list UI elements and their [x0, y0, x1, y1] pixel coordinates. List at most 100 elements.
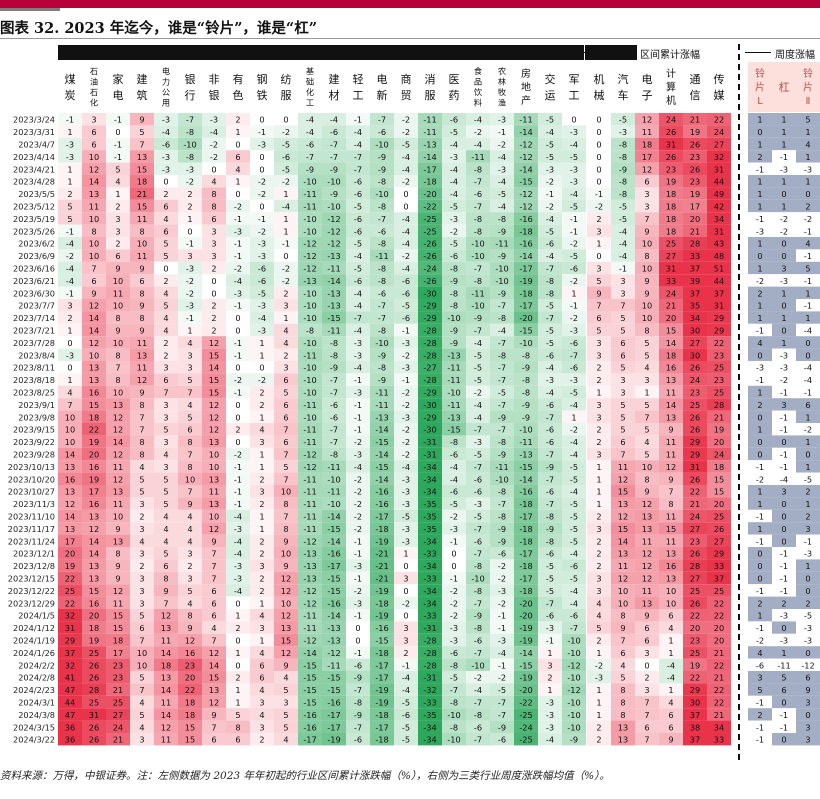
cell-value: 12	[89, 301, 99, 311]
cell-value: -6	[546, 425, 554, 435]
cell-value: 7	[91, 263, 96, 273]
heat-cell	[274, 162, 298, 175]
title-rule	[0, 38, 820, 39]
heat-cell	[154, 423, 178, 436]
heat-cell	[370, 249, 394, 262]
cell-value: 18	[666, 189, 676, 199]
heat-cell	[202, 113, 226, 126]
heat-cell	[154, 683, 178, 696]
cell-value: -1	[570, 226, 578, 236]
cell-value: 5	[163, 487, 168, 497]
cell-value: -4	[402, 673, 410, 683]
column-header: 机械	[594, 72, 605, 102]
heat-cell	[611, 113, 635, 126]
heat-cell	[130, 361, 154, 374]
cell-value: 16	[185, 648, 195, 658]
heat-cell	[154, 658, 178, 671]
cell-value: -15	[519, 462, 532, 472]
heat-cell	[442, 720, 466, 733]
heat-cell	[370, 522, 394, 535]
heat-cell	[202, 460, 226, 473]
cell-value: 0	[403, 201, 408, 211]
cell-value: 0	[757, 561, 762, 571]
date-label: 2023/12/22	[8, 586, 55, 596]
cell-value: 8	[163, 573, 168, 583]
cell-value: 8	[644, 251, 649, 261]
cell-value: 0	[596, 127, 601, 137]
cell-value: 12	[113, 425, 123, 435]
figure-title: 图表 32. 2023 年迄今，谁是“铃片”，谁是“杠”	[0, 20, 318, 37]
cell-value: 3	[781, 487, 786, 497]
cell-value: 3	[67, 301, 72, 311]
heat-cell	[635, 137, 659, 151]
heat-cell	[490, 708, 514, 721]
cell-value: 1	[596, 487, 601, 497]
heat-cell	[58, 522, 82, 535]
heat-cell	[587, 125, 611, 138]
heat-cell	[442, 733, 466, 746]
cell-value: -2	[282, 263, 290, 273]
cell-value: 1	[235, 697, 240, 707]
heat-cell	[346, 311, 370, 324]
cell-value: 12	[89, 338, 99, 348]
heat-cell	[370, 162, 394, 175]
cell-value: -7	[474, 549, 482, 559]
cell-value: 8	[211, 201, 216, 211]
heat-cell	[394, 596, 418, 609]
heat-cell	[130, 571, 154, 585]
cell-value: -1	[546, 635, 554, 645]
heat-cell	[130, 447, 154, 461]
heat-cell	[394, 286, 418, 299]
cell-value: -3	[595, 673, 603, 683]
date-label: 2023/12/29	[8, 598, 55, 608]
heat-cell	[250, 534, 274, 547]
cell-value: 37	[714, 288, 724, 298]
cell-value: -6	[498, 549, 506, 559]
cell-value: -2	[234, 449, 242, 459]
heat-cell	[226, 472, 250, 485]
cell-value: 12	[113, 474, 123, 484]
heat-cell	[370, 497, 394, 510]
heat-cell	[418, 584, 442, 597]
heat-cell	[202, 547, 226, 560]
cell-value: 0	[757, 412, 762, 422]
cell-value: -17	[327, 561, 340, 571]
cell-value: -6	[402, 710, 410, 720]
heat-cell	[154, 559, 178, 572]
date-label: 2023/11/24	[8, 536, 55, 546]
cell-value: -10	[303, 214, 316, 224]
cell-value: 21	[113, 735, 123, 745]
heat-cell	[226, 286, 250, 299]
cell-value: 11	[666, 536, 676, 546]
cell-value: 12	[281, 648, 291, 658]
cell-value: 3	[644, 201, 649, 211]
cell-value: 6	[211, 586, 216, 596]
cell-value: -6	[378, 288, 386, 298]
heat-cell	[130, 584, 154, 597]
cell-value: 1	[757, 524, 762, 534]
date-label: 2023/8/18	[13, 375, 55, 385]
cell-value: 18	[89, 412, 99, 422]
heat-cell	[394, 311, 418, 324]
heat-cell	[322, 621, 346, 634]
heat-cell	[298, 447, 322, 461]
cell-value: -1	[114, 152, 122, 162]
heat-cell	[370, 237, 394, 250]
date-label: 2023/7/28	[13, 338, 55, 348]
cell-value: 6	[163, 375, 168, 385]
heat-cell	[58, 274, 82, 287]
heat-cell	[154, 212, 178, 225]
heat-cell	[130, 199, 154, 213]
cell-value: 11	[137, 214, 147, 224]
cell-value: -10	[183, 139, 196, 149]
cell-value: 51	[714, 263, 724, 273]
heat-cell	[370, 125, 394, 138]
cell-value: -34	[423, 462, 436, 472]
heat-cell	[538, 671, 562, 684]
cell-value: 23	[666, 164, 676, 174]
cell-value: 4	[259, 685, 264, 695]
cell-value: 6	[596, 313, 601, 323]
cell-value: 1	[757, 263, 762, 273]
cell-value: 22	[714, 338, 724, 348]
cell-value: -7	[330, 437, 338, 447]
